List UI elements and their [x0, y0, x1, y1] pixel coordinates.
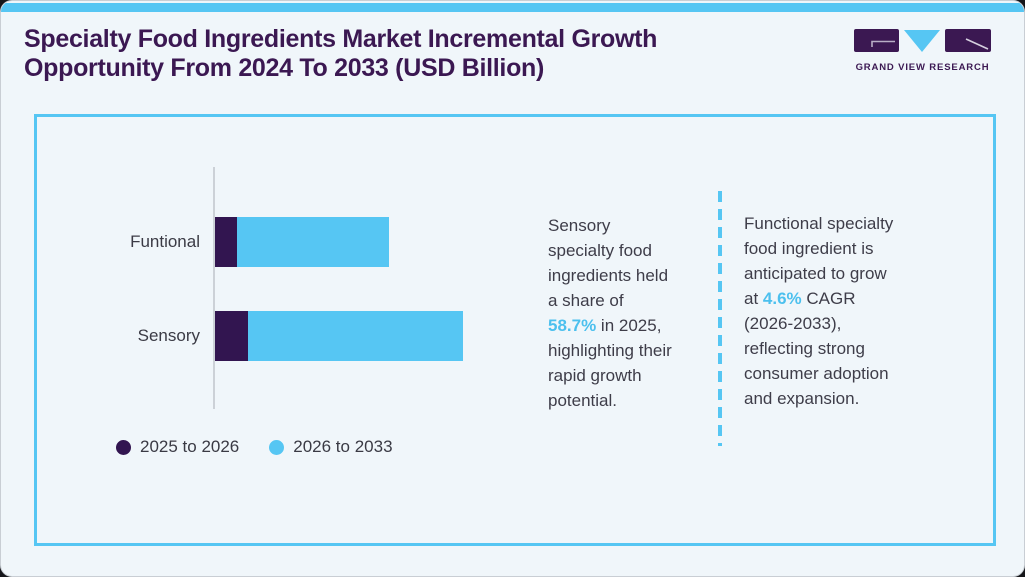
legend-dot-icon: [116, 439, 131, 455]
bar-segment: [236, 217, 389, 267]
insight-sensory-text-pre: Sensory specialty food ingredients held …: [548, 216, 669, 310]
chart-panel: Funtional Sensory 2025 to 2026 2026 to 203…: [34, 114, 996, 546]
insight-sensory: Sensory specialty food ingredients held …: [548, 213, 728, 413]
bar-category-label: Funtional: [130, 232, 200, 251]
page-title: Specialty Food Ingredients Market Increm…: [24, 25, 804, 83]
insight-sensory-text-post: in 2025, highlighting their rapid growth…: [548, 316, 672, 410]
chart-legend: 2025 to 2026 2026 to 2033: [116, 437, 393, 457]
bar-category-label: Sensory: [137, 326, 200, 345]
legend-dot-icon: [269, 439, 285, 455]
bar-segment: [215, 217, 237, 267]
legend-label: 2025 to 2026: [140, 437, 240, 456]
gvr-logo: GRAND VIEW RESEARCH: [854, 28, 991, 73]
page-title-line1: Specialty Food Ingredients Market Increm…: [24, 25, 658, 53]
insight-sensory-highlight: 58.7%: [548, 316, 597, 335]
insight-functional: Functional specialty food ingredient is …: [744, 211, 964, 411]
insight-functional-text-post: CAGR (2026-2033), reflecting strong cons…: [744, 289, 889, 408]
bar-segment: [215, 311, 248, 361]
bar-row-funtional: Funtional: [37, 217, 993, 267]
page-title-line2: Opportunity From 2024 To 2033 (USD Billi…: [24, 54, 545, 82]
bar-stack: [215, 311, 464, 361]
accent-bar: [1, 3, 1024, 12]
insight-functional-text-pre: Functional specialty food ingredient is …: [744, 214, 894, 308]
gvr-logo-mark: [854, 29, 991, 52]
bar-row-sensory: Sensory: [37, 311, 993, 361]
legend-item: 2026 to 2033: [269, 437, 393, 457]
bar-stack: [215, 217, 389, 267]
legend-label: 2026 to 2033: [293, 437, 393, 456]
insight-functional-highlight: 4.6%: [762, 289, 802, 308]
chart-axis-line: [213, 167, 215, 409]
gvr-logo-text: GRAND VIEW RESEARCH: [855, 62, 990, 73]
legend-item: 2025 to 2026: [116, 437, 239, 457]
bar-segment: [247, 311, 464, 361]
dashed-divider: [718, 191, 722, 446]
